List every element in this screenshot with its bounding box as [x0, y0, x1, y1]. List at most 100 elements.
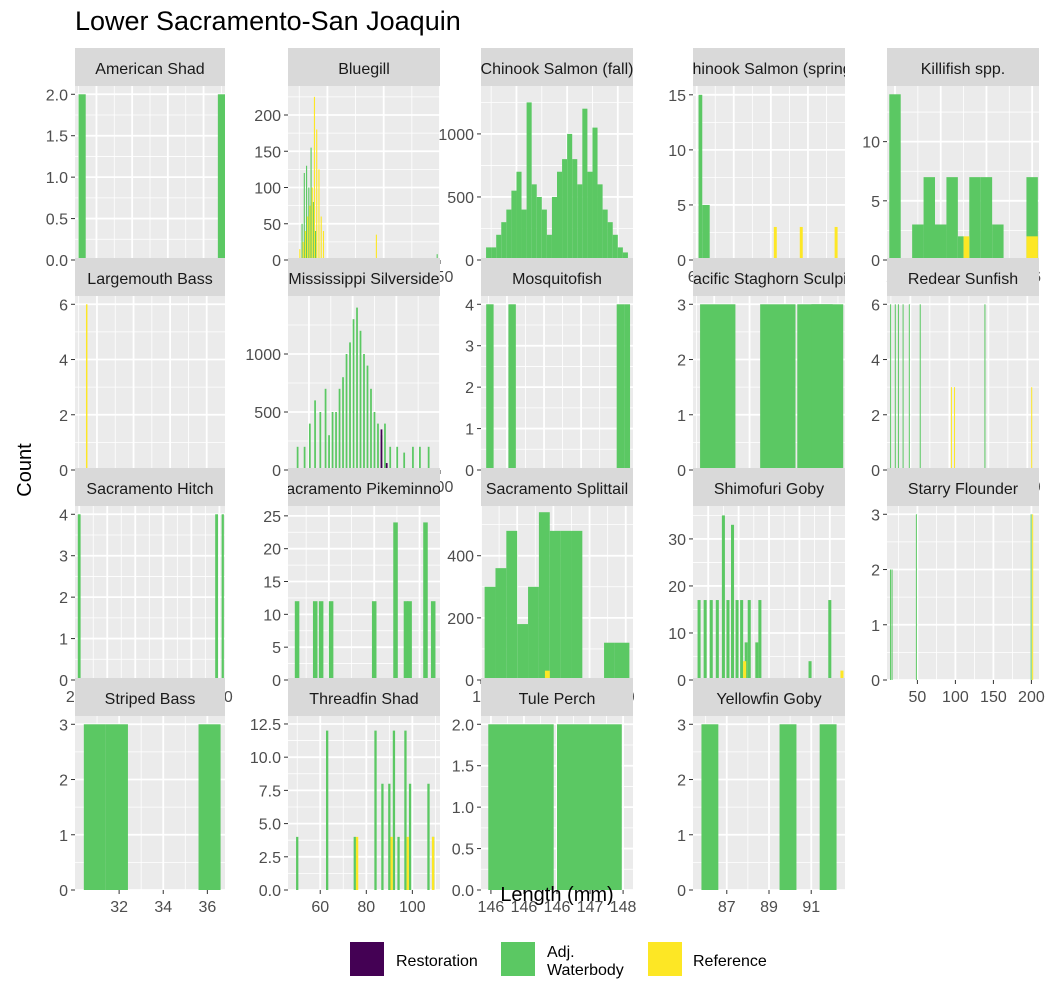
y-tick-label: 1	[59, 828, 68, 845]
y-tick-label: 5	[272, 640, 281, 657]
bar	[308, 423, 311, 470]
bar	[396, 446, 399, 470]
bar	[388, 783, 391, 890]
bar	[319, 412, 322, 470]
bar	[370, 388, 372, 470]
y-tick-label: 0	[677, 883, 686, 900]
facet-label: Redear Sunfish	[908, 271, 1018, 288]
panel-background	[887, 296, 1039, 470]
bar	[342, 377, 344, 470]
bar	[908, 304, 910, 470]
bar	[506, 530, 518, 680]
bar	[544, 670, 550, 680]
bar	[779, 724, 797, 890]
bar	[715, 600, 719, 680]
bar	[735, 600, 739, 680]
bar	[491, 247, 497, 260]
x-tick-label: 146	[511, 899, 538, 916]
y-tick-label: 200	[254, 108, 281, 125]
y-tick-label: 0.5	[452, 842, 474, 859]
bar	[546, 234, 552, 260]
x-tick-label: 148	[610, 899, 637, 916]
legend-item-adj-waterbody: Adj. Waterbody	[501, 942, 624, 979]
bar	[1031, 387, 1033, 470]
bar	[313, 96, 316, 260]
bar	[808, 661, 812, 680]
bar	[318, 169, 320, 260]
y-tick-label: 10	[263, 607, 281, 624]
bar	[946, 177, 958, 260]
y-tick-label: 2	[871, 563, 880, 580]
facet-label: Sacramento Pikeminnow	[276, 481, 453, 498]
facet-label: Chinook Salmon (fall)	[481, 61, 634, 78]
x-tick-label: 34	[154, 899, 172, 916]
bar	[560, 530, 572, 680]
y-tick-label: 1000	[438, 127, 474, 144]
bar	[726, 600, 730, 680]
y-tick-label: 0	[871, 253, 880, 270]
bar	[381, 783, 384, 890]
panel-bluegill: Bluegill05010015020050100150	[254, 48, 453, 286]
bar	[309, 205, 311, 260]
facet-label: Threadfin Shad	[309, 691, 418, 708]
panel-mosquitofish: Mosquitofish0123420253035	[465, 258, 633, 496]
y-tick-label: 30	[668, 532, 686, 549]
bar	[551, 196, 557, 260]
bar	[296, 836, 299, 890]
bar	[697, 600, 701, 680]
y-tick-label: 1	[871, 618, 880, 635]
facet-label: Bluegill	[338, 61, 390, 78]
y-tick-label: 3	[677, 297, 686, 314]
legend-key	[648, 942, 682, 976]
y-tick-label: 400	[447, 549, 474, 566]
bar	[302, 241, 304, 260]
bar	[622, 252, 628, 260]
bar	[912, 224, 924, 260]
y-tick-label: 20	[668, 579, 686, 596]
bar	[431, 836, 435, 890]
bar	[484, 586, 496, 680]
bar	[709, 600, 713, 680]
y-tick-label: 0	[677, 463, 686, 480]
bar	[506, 209, 512, 260]
facet-panels: American Shad0.00.51.01.52.080859095Blue…	[46, 48, 1045, 916]
facet-strip	[75, 258, 225, 296]
facet-label: Yellowfin Goby	[716, 691, 821, 708]
legend-label: Restoration	[396, 953, 478, 970]
bar	[992, 224, 1004, 260]
bar	[373, 412, 376, 470]
y-tick-label: 0.0	[259, 883, 281, 900]
panel-threadfin-shad: Threadfin Shad 0.0 2.5 5.0 7.5 10.0 12.5 60 80 10…	[250, 678, 440, 916]
facet-strip	[481, 258, 633, 296]
y-tick-label: 4	[59, 353, 68, 370]
x-tick-label: 150	[980, 689, 1007, 706]
bar	[326, 730, 329, 890]
chart-title: Lower Sacramento-San Joaquin	[75, 6, 461, 36]
bar	[322, 231, 325, 260]
y-tick-label: 3	[59, 549, 68, 566]
y-tick-label: 10	[668, 143, 686, 160]
bar	[318, 601, 324, 680]
facet-label: American Shad	[95, 61, 204, 78]
bar	[923, 177, 935, 260]
bar	[950, 387, 952, 470]
y-tick-label: 5.0	[259, 817, 281, 834]
y-tick-label: 0	[465, 253, 474, 270]
y-tick-label: 0.0	[452, 883, 474, 900]
bar	[721, 515, 725, 680]
bar	[538, 512, 550, 680]
bar	[617, 247, 623, 260]
y-tick-label: 7.5	[259, 783, 281, 800]
bar	[549, 530, 561, 680]
bar	[356, 307, 358, 470]
bar	[969, 177, 981, 260]
y-tick-label: 2	[59, 408, 68, 425]
y-tick-label: 0	[871, 673, 880, 690]
panel-background	[481, 296, 633, 470]
bar	[352, 319, 355, 470]
bar	[419, 446, 421, 470]
bar	[592, 127, 598, 260]
bar	[315, 231, 317, 260]
facet-label: Killifish spp.	[921, 61, 1005, 78]
panel-chinook-salmon-fall: Chinook Salmon (fall)05001000405060	[438, 48, 633, 286]
